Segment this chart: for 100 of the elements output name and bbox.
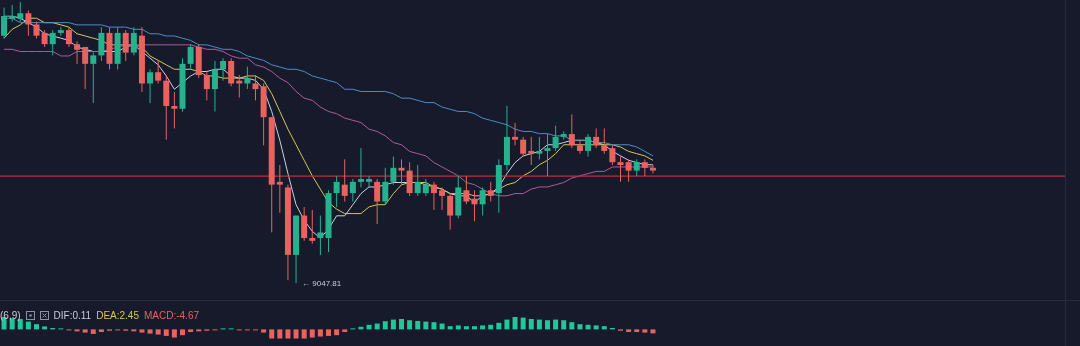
candlestick [171,91,178,129]
bar [261,329,267,333]
candlestick [568,113,575,149]
candlestick [544,133,551,177]
bar [407,320,413,330]
candlestick [130,26,137,56]
bar [334,329,340,336]
candlestick [49,29,56,56]
bar [431,322,437,330]
bar [512,317,518,330]
bar [520,317,526,330]
bar [82,329,88,333]
candlestick [576,139,583,155]
bar [463,326,469,330]
bar [390,319,396,330]
candlestick [625,158,632,183]
candlestick [147,68,154,104]
candlestick [430,181,437,211]
candlestick [220,57,227,82]
candlestick [487,181,494,203]
bar [301,329,307,339]
bar [139,329,145,333]
candlestick [463,175,470,205]
candlestick [552,125,559,152]
candlestick [601,127,608,155]
candlestick [414,164,421,197]
candlestick [390,156,397,186]
candlestick [211,60,218,113]
bar [642,329,648,333]
bar [269,329,275,339]
candlestick [301,206,308,242]
bar [472,326,477,330]
bar [626,329,632,332]
candlestick [74,40,81,65]
candlestick [366,175,373,188]
candlestick [528,136,535,166]
bar [634,329,640,332]
candlestick [406,161,413,197]
annotation: DEA:2.45 [96,310,139,321]
bar [480,325,486,330]
candlestick [17,1,24,23]
candlestick [585,133,592,158]
bar [293,329,299,339]
bar [25,321,31,330]
annotation: MACD:-4.67 [143,310,199,321]
candlestick [593,127,600,149]
bar [317,329,323,337]
candlestick [276,164,283,214]
candlestick [90,52,97,104]
candlestick [155,60,162,84]
candlestick [520,136,527,158]
bar [98,329,104,332]
bar [553,319,559,330]
bar [188,329,194,332]
bar [601,326,607,330]
bar [285,329,291,339]
bar [504,319,510,330]
bar [155,329,161,335]
bar [326,329,331,336]
candlestick [512,122,519,146]
candlestick [341,158,348,203]
bar [147,329,153,334]
candlestick [25,9,32,37]
candlestick [609,144,616,166]
bar [561,320,567,330]
bar [423,321,429,330]
candlestick [447,192,454,231]
candlestick [349,178,356,203]
bar [577,324,583,330]
candlestick [479,186,486,217]
bar [342,329,348,332]
candlestick [374,178,381,225]
bar [309,329,315,338]
bar [496,322,502,330]
bar [382,321,388,330]
bar [90,329,96,334]
bar [455,325,461,330]
bar [399,318,404,330]
candlestick [1,7,8,40]
candlestick [82,46,89,90]
candlestick [65,26,72,48]
bar [569,322,575,330]
candlestick [536,136,543,160]
bar [171,329,177,338]
candlestick [439,186,446,211]
bar [277,329,283,339]
bar [34,324,39,330]
candlestick [252,74,259,101]
bar [180,329,185,336]
bar [415,320,421,330]
candlestick [649,164,656,174]
candlestick [357,147,364,188]
candlestick [228,57,235,87]
candlestick [187,43,194,70]
candlestick [98,26,105,62]
candlestick [333,175,340,208]
candlestick [122,29,129,62]
bar [163,329,169,336]
candlestick [309,209,316,245]
bar [536,319,542,330]
